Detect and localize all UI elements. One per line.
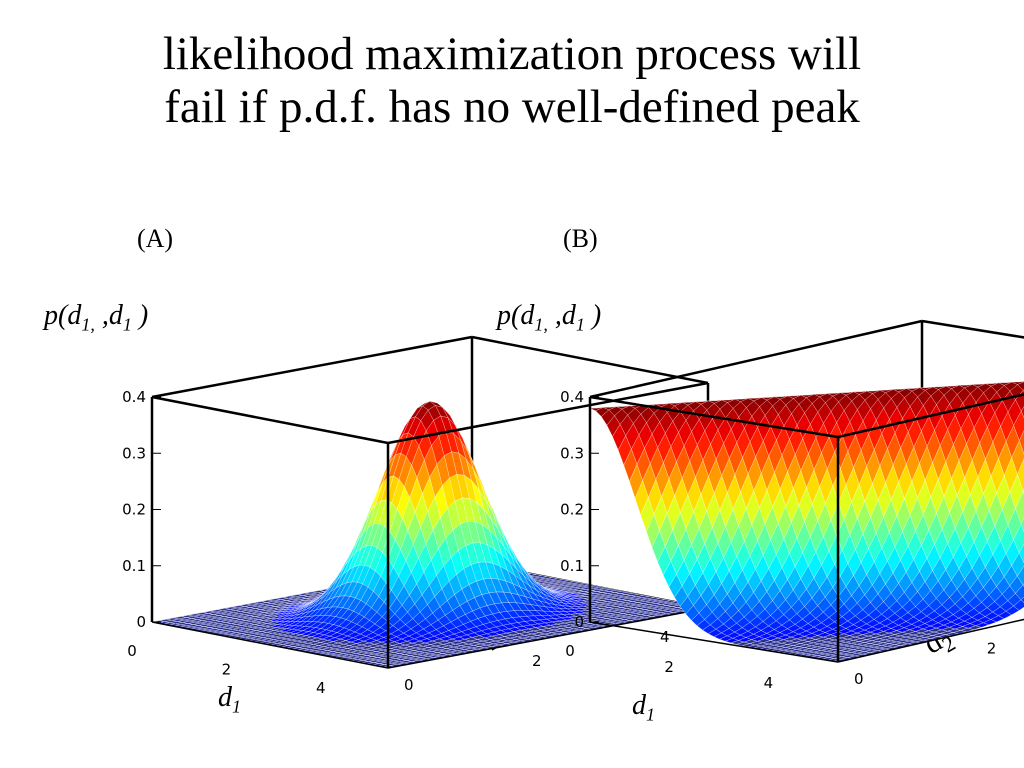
box-edge-top-front (151, 395, 389, 445)
panel-b-label: (B) (563, 224, 598, 253)
x-tick-label: 4 (764, 674, 774, 692)
box-edge-top-left (589, 319, 923, 399)
z-tick-label: 0.4 (122, 388, 146, 406)
z-tick-label: 0 (574, 613, 584, 631)
box-edge-top-back (471, 335, 709, 385)
z-tick-label: 0.3 (122, 444, 146, 462)
y-tick-label: 0 (404, 676, 414, 694)
z-tick-label: 0.1 (560, 557, 584, 575)
z-tick-label: 0.4 (560, 388, 584, 406)
surface-mesh (589, 381, 1024, 663)
panel-a-plot: 0 0.1 0.2 0.3 0.4 0 2 4 0 2 4 (122, 335, 710, 697)
panel-b-z-axis-label: p(d1, ,d1 ) (497, 300, 602, 335)
title-line-1: likelihood maximization process will (162, 28, 862, 80)
y-tick-label: 2 (532, 652, 542, 670)
y-tick-label: 2 (987, 640, 997, 658)
x-tick-label: 2 (222, 660, 232, 678)
z-tick-label: 0 (136, 613, 146, 631)
panel-a-x-axis-label: d1 (218, 682, 241, 717)
title-line-2: fail if p.d.f. has no well-defined peak (164, 81, 860, 133)
z-tick-label: 0.2 (122, 501, 146, 519)
z-tick-label: 0.2 (560, 501, 584, 519)
panel-b-plot: 0 0.1 0.2 0.3 0.4 0 2 4 0 2 4 (560, 319, 1024, 692)
x-tick-label: 0 (565, 642, 575, 660)
panel-b-x-axis-label: d1 (632, 690, 655, 725)
z-tick-label: 0.1 (122, 557, 146, 575)
box-edge-bottom-front (151, 621, 389, 669)
x-tick-label: 2 (664, 658, 674, 676)
surface-cell (1020, 406, 1024, 419)
slide-title: likelihood maximization process will fai… (0, 28, 1024, 134)
panel-a-label: (A) (137, 224, 174, 253)
x-tick-label: 0 (127, 642, 137, 660)
box-edge-top-right (387, 381, 709, 445)
y-tick-label: 4 (660, 628, 670, 646)
surface-cell (1020, 517, 1024, 533)
x-tick-label: 4 (316, 679, 326, 697)
z-tick-label: 0.3 (560, 444, 584, 462)
box-edge-top-back (921, 319, 1024, 339)
box-edge-bottom-right (387, 607, 709, 669)
surface-mesh (151, 400, 709, 669)
surface-cell (1020, 596, 1024, 604)
y-tick-label: 0 (854, 670, 864, 688)
box-edge-top-left (151, 335, 473, 399)
panel-a-z-axis-label: p(d1, ,d1 ) (44, 300, 149, 335)
